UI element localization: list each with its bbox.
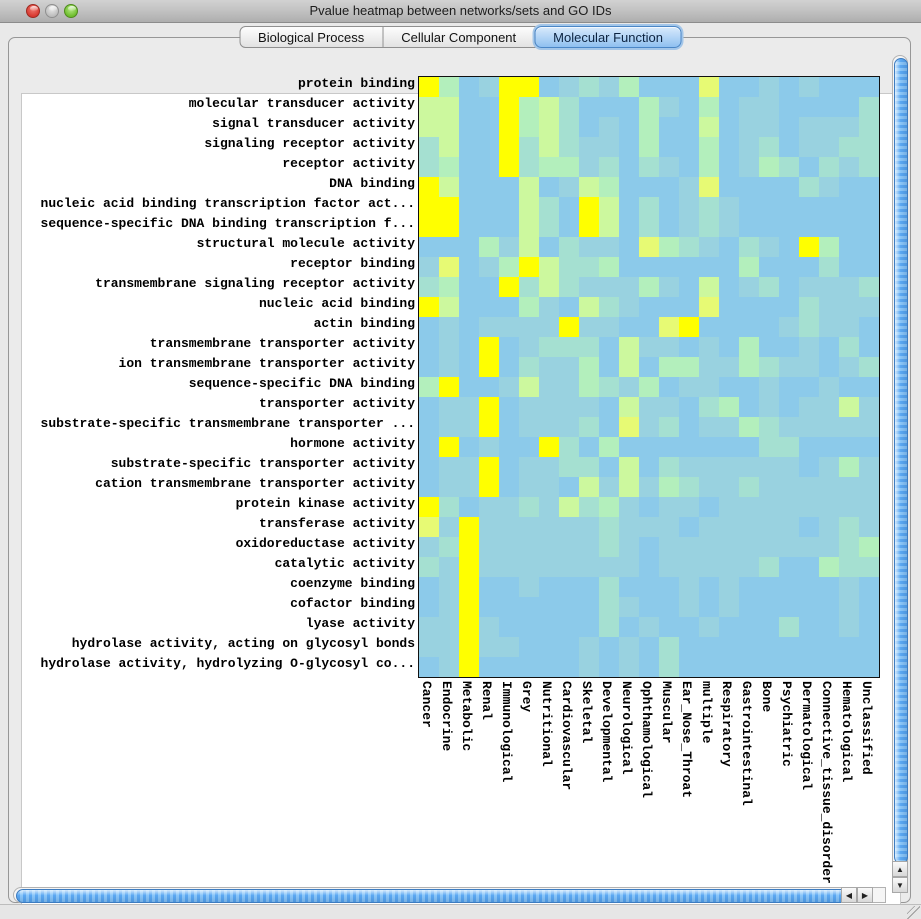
scroll-down-button[interactable]: ▼ (892, 877, 908, 893)
resize-grip-icon[interactable] (907, 906, 920, 919)
window-bottom-strip (0, 904, 921, 919)
scroll-down-icon: ▼ (896, 880, 904, 890)
tab-cellular-component[interactable]: Cellular Component (383, 26, 536, 48)
scroll-up-button[interactable]: ▲ (892, 861, 908, 877)
scroll-right-icon: ▶ (861, 890, 869, 900)
minimize-button[interactable] (45, 4, 59, 18)
tab-panel (8, 37, 911, 919)
vertical-scrollbar[interactable] (892, 55, 908, 893)
zoom-button[interactable] (64, 4, 78, 18)
horizontal-scrollbar[interactable] (13, 887, 886, 903)
scroll-up-icon: ▲ (896, 864, 904, 874)
title-bar[interactable]: Pvalue heatmap between networks/sets and… (0, 0, 921, 23)
tab-bar: Biological Process Cellular Component Mole… (239, 26, 682, 48)
window-title: Pvalue heatmap between networks/sets and… (309, 3, 612, 18)
scroll-left-button[interactable]: ◀ (841, 887, 857, 903)
scroll-right-button[interactable]: ▶ (857, 887, 873, 903)
scroll-left-icon: ◀ (845, 890, 853, 900)
tab-biological-process[interactable]: Biological Process (239, 26, 384, 48)
tab-molecular-function[interactable]: Molecular Function (534, 26, 682, 48)
vertical-scrollbar-thumb[interactable] (894, 58, 908, 864)
heatmap-viewport (21, 93, 901, 919)
close-button[interactable] (26, 4, 40, 18)
horizontal-scrollbar-thumb[interactable] (16, 889, 856, 903)
